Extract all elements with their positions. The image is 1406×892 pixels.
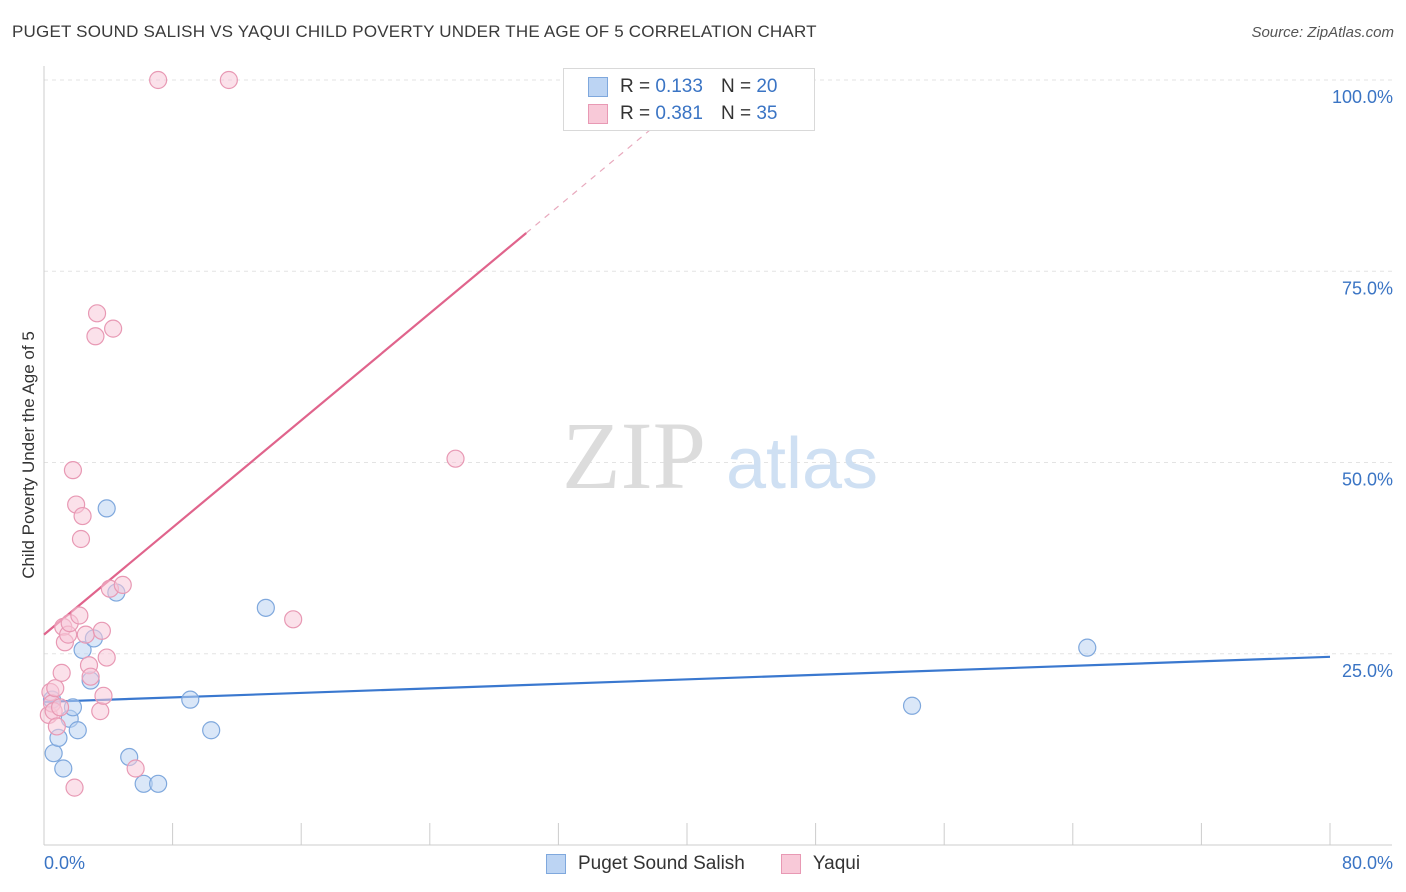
x-tick-label: 0.0% [44,853,85,873]
trend-lines [43,98,1331,704]
data-point [70,606,89,625]
r-value: 0.381 [655,103,703,124]
y-tick-label: 50.0% [1342,470,1393,490]
axes [43,66,1392,846]
data-point [91,702,110,721]
yaqui-swatch [588,104,608,124]
y-tick-labels: 25.0% 50.0% 75.0% 100.0% [1332,87,1393,681]
r-label: R = [620,76,651,97]
data-point [446,449,465,468]
legend-label: Puget Sound Salish [577,853,745,874]
data-point [92,621,111,640]
n-value: 20 [756,76,778,97]
legend-swatch-yaqui [780,854,801,874]
n-label: N = [720,103,752,124]
grid-lines [44,79,1392,655]
data-point [219,70,238,90]
watermark-atlas: atlas [726,424,878,504]
legend-item-yaqui[interactable]: Yaqui [780,853,861,875]
n-value: 35 [756,103,778,124]
data-point [68,721,87,740]
data-point [46,679,65,698]
stats-legend: R = 0.133 N = 20 R = 0.381 N = 35 [563,68,815,131]
y-axis-label: Child Poverty Under the Age of 5 [19,331,38,579]
x-tick-labels: 0.0% 80.0% [44,853,1393,873]
data-point [113,575,132,595]
data-point [71,529,91,549]
data-point [284,610,303,629]
data-point [47,717,66,736]
y-tick-label: 100.0% [1332,87,1393,107]
legend-swatch-puget [545,854,566,874]
data-point [76,625,95,644]
bottom-legend: Puget Sound Salish Yaqui [0,850,1406,878]
data-point [44,744,63,763]
r-label: R = [620,103,651,124]
r-value: 0.133 [655,76,703,97]
data-point [104,319,123,338]
data-point [63,461,83,480]
data-point [202,721,221,740]
data-point [149,70,168,90]
trend-line [43,655,1331,704]
data-point [54,759,73,778]
watermark-zip: ZIP [562,402,706,509]
n-label: N = [720,76,752,97]
data-point [81,667,100,686]
data-point [181,690,200,709]
stats-row-puget: R = 0.133 N = 20 [588,74,777,100]
data-point [87,304,107,323]
data-point [50,698,70,717]
x-tick-label: 80.0% [1342,853,1393,873]
data-point [149,774,168,793]
legend-label: Yaqui [812,853,861,874]
y-tick-label: 75.0% [1342,278,1393,298]
y-tick-label: 25.0% [1342,661,1393,681]
data-point [126,759,145,778]
data-point [86,327,105,346]
data-point [52,663,71,682]
data-point [65,778,84,797]
puget-swatch [588,77,608,97]
data-point [902,696,922,715]
data-point [73,506,92,526]
data-points [39,70,1097,797]
trend-line [43,232,527,636]
data-point [256,598,275,617]
stats-row-yaqui: R = 0.381 N = 35 [588,101,777,127]
source-label: Source: ZipAtlas.com [1251,24,1394,41]
data-point [1078,638,1097,657]
data-point [97,499,116,518]
data-point [97,648,116,667]
legend-item-puget[interactable]: Puget Sound Salish [545,853,745,875]
data-point [94,686,113,705]
chart-title: PUGET SOUND SALISH VS YAQUI CHILD POVERT… [12,22,817,41]
